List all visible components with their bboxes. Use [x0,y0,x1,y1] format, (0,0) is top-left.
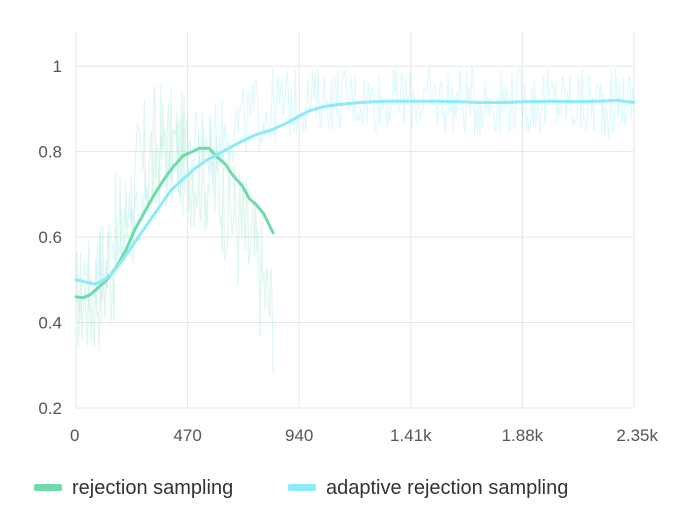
y-tick-label: 0.4 [38,314,62,333]
series-line-adaptive-rejection-sampling [74,98,636,286]
series-line-rejection-sampling [74,146,275,300]
y-tick-label: 1 [53,57,62,76]
series-lines [74,98,636,300]
x-tick-label: 1.41k [390,426,432,445]
x-tick-label: 470 [173,426,201,445]
legend-adaptive-rejection-sampling: adaptive rejection sampling [288,477,568,499]
y-axis-ticks: 0.2 0.4 0.6 0.8 1 [38,57,62,418]
y-tick-label: 0.8 [38,143,62,162]
y-tick-label: 0.6 [38,228,62,247]
raw-trace-adaptive-rejection-sampling [75,66,635,319]
x-axis-ticks: 0 470 940 1.41k 1.88k 2.35k [70,426,658,445]
legend-rejection-sampling: rejection sampling [34,477,233,499]
raw-trace-rejection-sampling [75,85,274,374]
raw-value-bands [75,66,635,374]
legend-swatch [34,484,62,491]
y-tick-label: 0.2 [38,399,62,418]
legend: rejection sampling adaptive rejection sam… [34,477,568,499]
legend-label: rejection sampling [72,477,233,499]
x-tick-label: 940 [285,426,313,445]
grid-lines [75,32,635,409]
legend-swatch [288,484,316,491]
x-tick-label: 1.88k [502,426,544,445]
x-tick-label: 0 [70,426,79,445]
x-tick-label: 2.35k [616,426,658,445]
legend-label: adaptive rejection sampling [326,477,568,499]
